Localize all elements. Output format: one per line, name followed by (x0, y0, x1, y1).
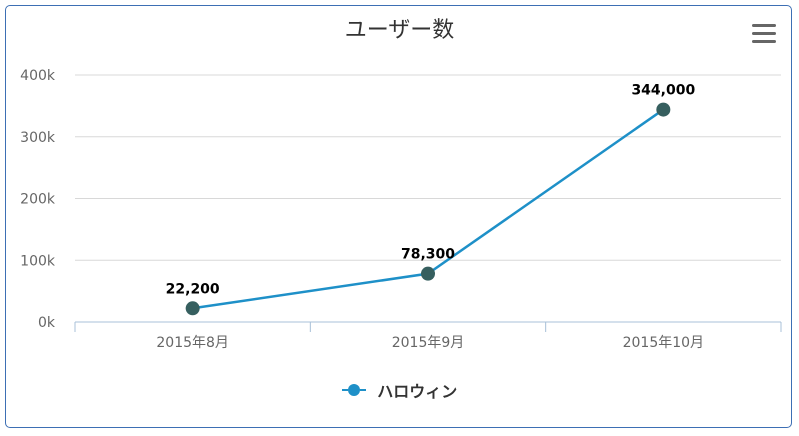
data-label: 22,200 (166, 281, 220, 297)
y-tick-label: 400k (20, 68, 56, 84)
hamburger-menu-icon[interactable] (752, 24, 776, 46)
y-tick-label: 300k (20, 130, 56, 146)
data-point[interactable] (185, 301, 200, 316)
data-label: 78,300 (401, 247, 455, 263)
y-tick-label: 200k (20, 192, 56, 208)
legend-label: ハロウィン (377, 382, 458, 401)
legend-item[interactable]: ハロウィン (0, 378, 799, 402)
x-tick-label: 2015年10月 (623, 335, 704, 351)
chart-title: ユーザー数 (344, 18, 455, 43)
legend-marker-icon (341, 384, 366, 396)
data-point[interactable] (656, 102, 671, 117)
y-tick-label: 100k (20, 253, 56, 269)
y-tick-label: 0k (38, 315, 56, 331)
x-tick-label: 2015年9月 (392, 335, 465, 351)
data-label: 344,000 (631, 83, 695, 99)
x-tick-label: 2015年8月 (156, 335, 229, 351)
data-point[interactable] (421, 266, 435, 281)
